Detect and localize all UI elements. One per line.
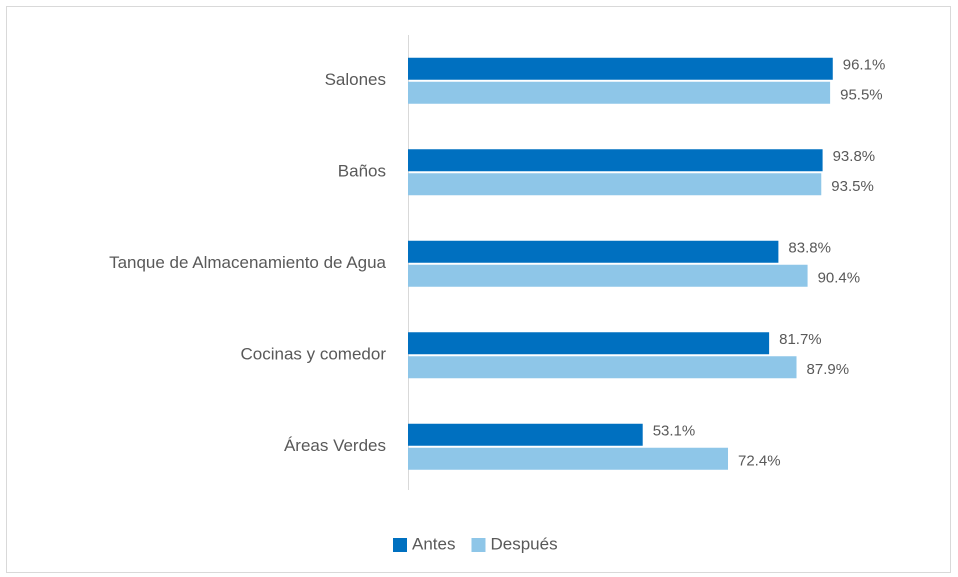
legend-swatch xyxy=(393,538,407,552)
value-label: 93.5% xyxy=(831,178,874,195)
bar xyxy=(408,447,729,470)
value-label: 87.9% xyxy=(807,361,850,378)
bar xyxy=(408,240,779,263)
y-tick-label: Tanque de Almacenamiento de Agua xyxy=(109,253,386,272)
value-label: 83.8% xyxy=(788,240,831,257)
value-label: 53.1% xyxy=(653,423,696,440)
y-tick-label: Salones xyxy=(325,70,386,89)
value-label: 90.4% xyxy=(818,270,861,287)
y-tick-label: Baños xyxy=(338,162,386,181)
y-tick-label: Áreas Verdes xyxy=(284,436,386,455)
value-label: 95.5% xyxy=(840,87,883,104)
bar xyxy=(408,149,823,172)
bar xyxy=(408,332,770,355)
bar xyxy=(408,173,822,196)
value-label: 72.4% xyxy=(738,453,781,470)
bar xyxy=(408,57,833,80)
bar xyxy=(408,81,831,104)
value-label: 96.1% xyxy=(843,57,886,74)
value-label: 93.8% xyxy=(833,148,876,165)
y-tick-label: Cocinas y comedor xyxy=(240,345,386,364)
legend-label: Antes xyxy=(412,534,455,553)
value-label: 81.7% xyxy=(779,331,822,348)
legend-swatch xyxy=(471,538,486,552)
bar xyxy=(408,356,797,379)
legend-label: Después xyxy=(490,534,557,553)
bar xyxy=(408,264,808,287)
bar xyxy=(408,423,643,446)
